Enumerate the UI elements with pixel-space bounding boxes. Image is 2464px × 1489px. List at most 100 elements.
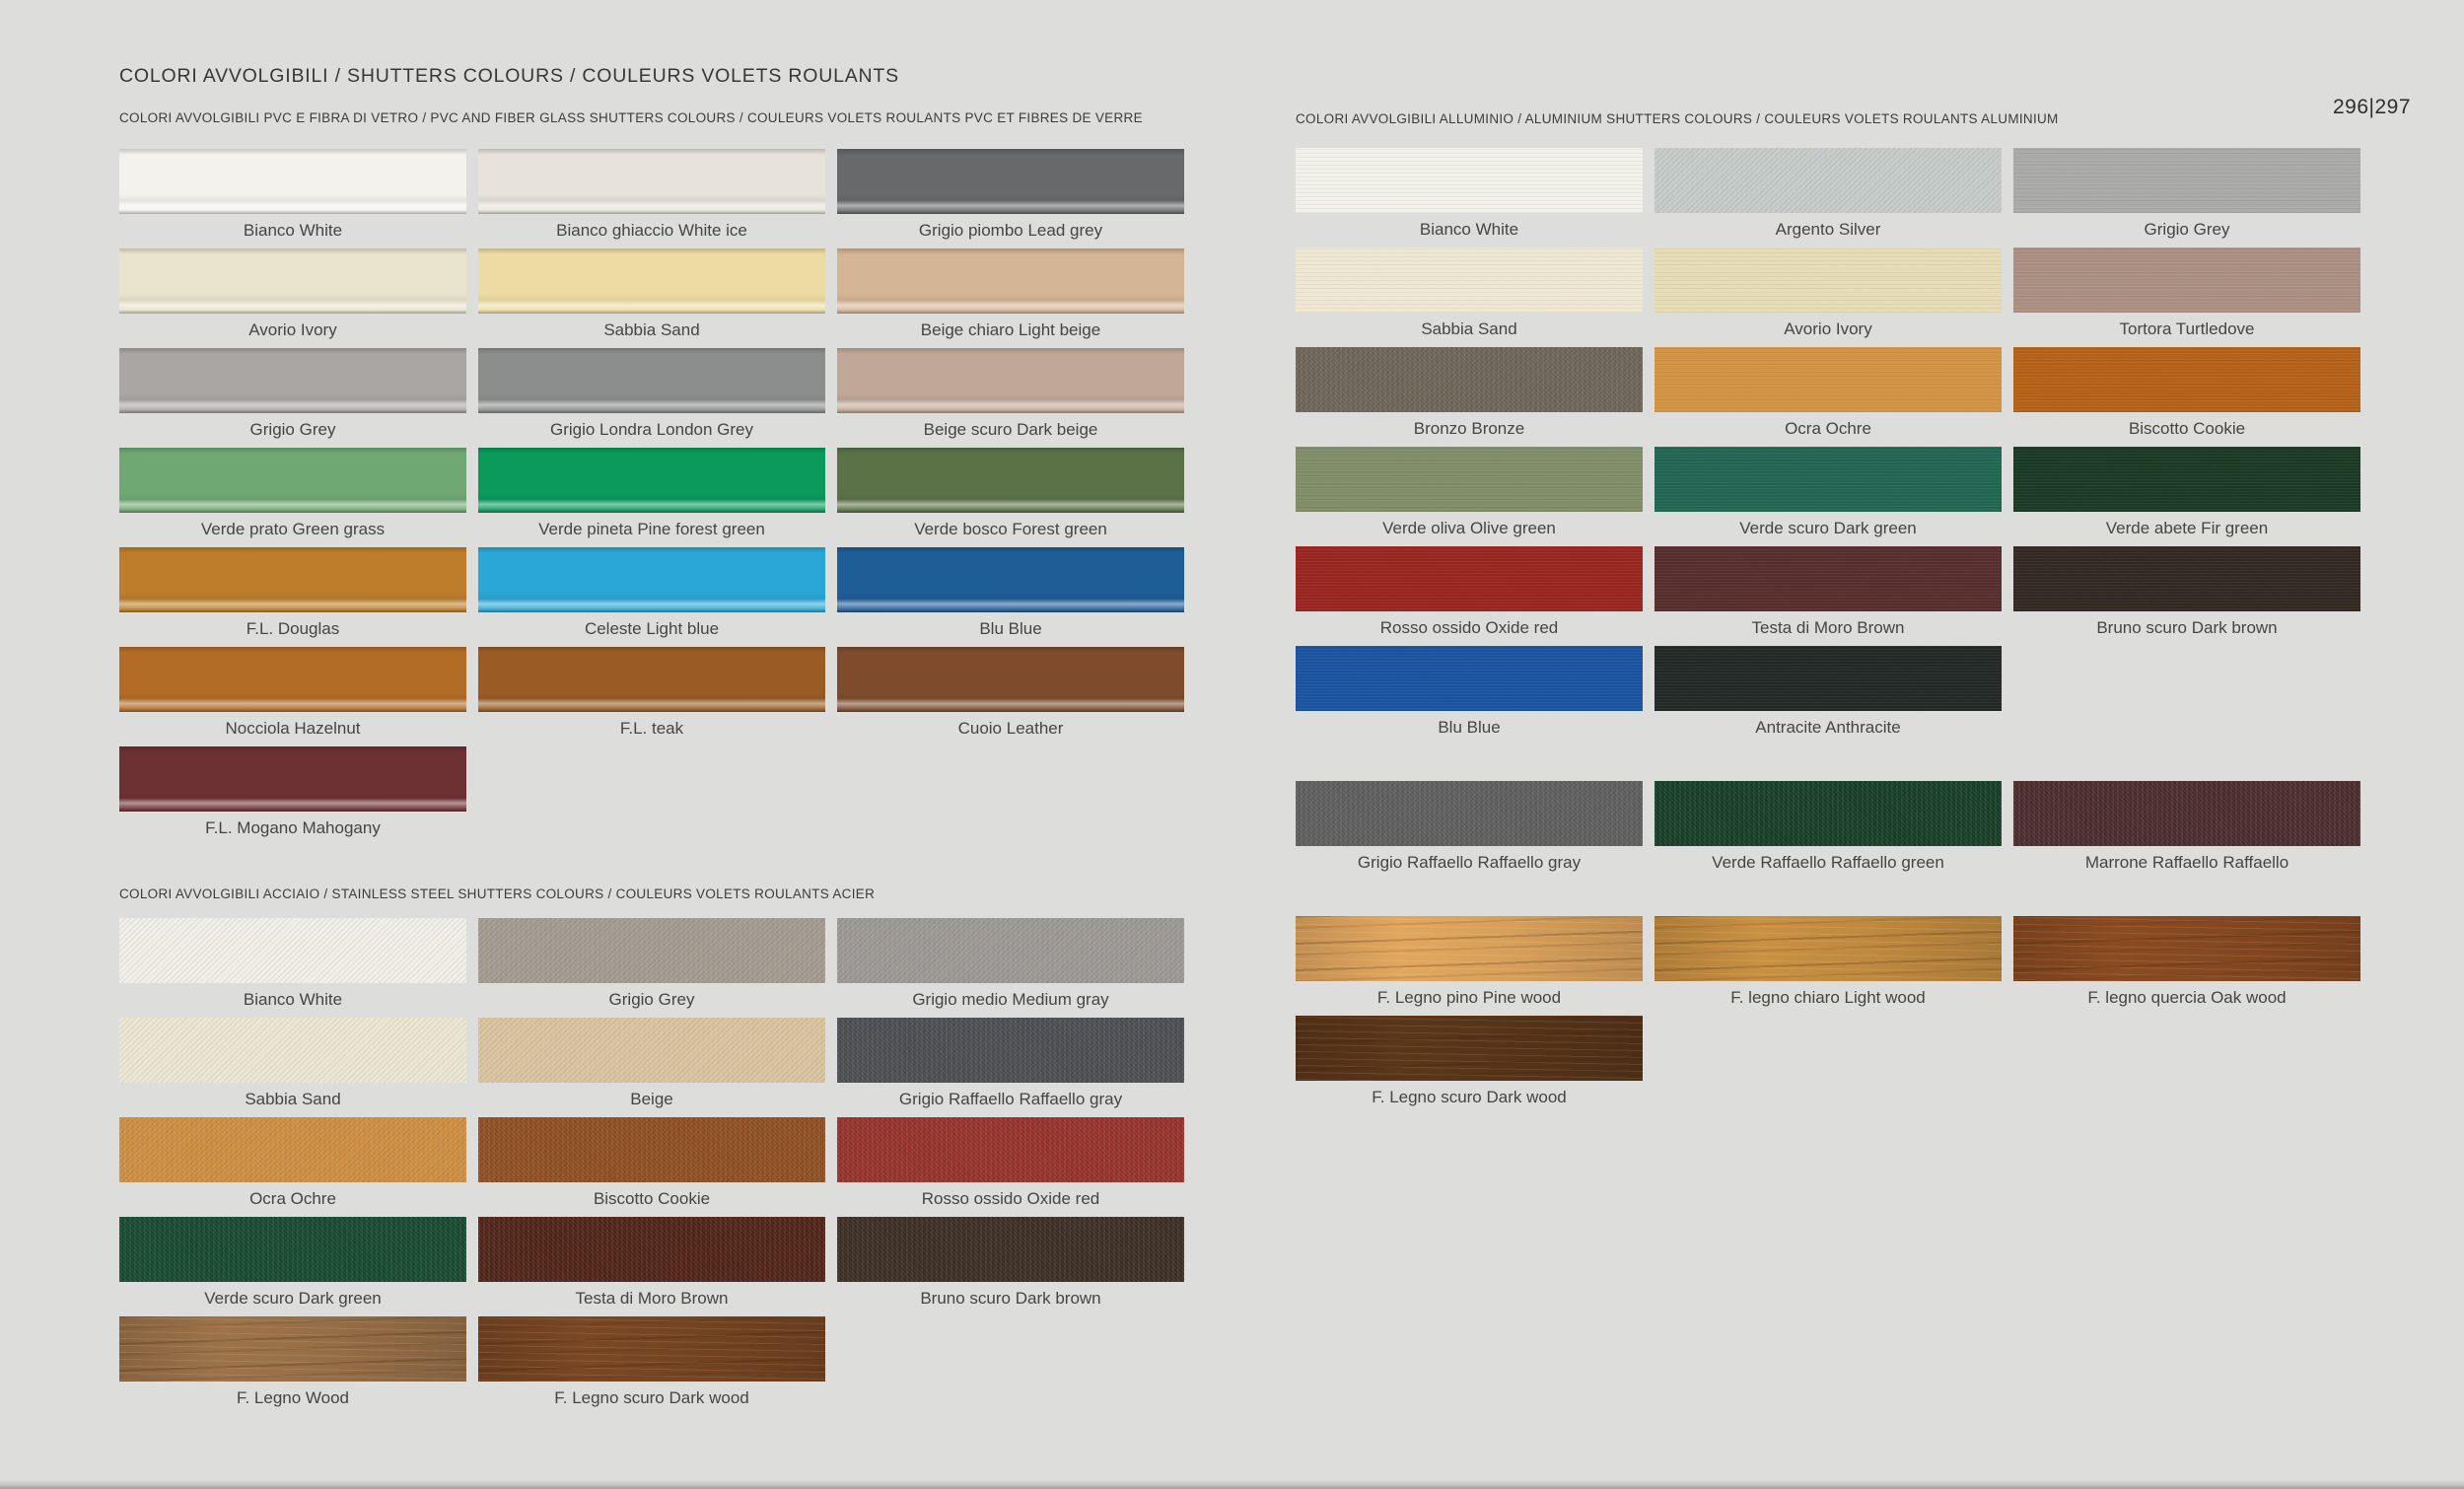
swatch-row: Grigio Raffaello Raffaello gray Verde Raf… xyxy=(1296,781,2360,881)
swatch-row: F. Legno Wood F. Legno scuro Dark wood xyxy=(119,1316,1186,1416)
swatch-label: Antracite Anthracite xyxy=(1755,718,1901,737)
swatch-row: Bianco White Bianco ghiaccio White ice Gri… xyxy=(119,149,1186,248)
swatch-biscotto-cookie xyxy=(2013,347,2360,412)
swatch-label: Rosso ossido Oxide red xyxy=(921,1189,1100,1208)
swatch-cell: Grigio Londra London Grey xyxy=(478,348,825,440)
swatch-label: Verde Raffaello Raffaello green xyxy=(1712,853,1944,872)
swatch-label: Avorio Ivory xyxy=(248,320,337,339)
swatch-grigio-londra-london-grey xyxy=(478,348,825,413)
swatch-row: F.L. Mogano Mahogany xyxy=(119,746,1186,846)
swatch-cell: Sabbia Sand xyxy=(1296,248,1643,339)
swatch-biscotto-cookie xyxy=(478,1117,825,1182)
swatch-cell: Testa di Moro Brown xyxy=(1654,546,2002,638)
swatch-cell: Grigio Raffaello Raffaello gray xyxy=(837,1018,1184,1109)
swatch-label: Bruno scuro Dark brown xyxy=(2096,618,2278,637)
swatch-label: F. Legno pino Pine wood xyxy=(1376,988,1562,1007)
swatch-grigio-medio-medium-gray xyxy=(837,918,1184,983)
swatch-tortora-turtledove xyxy=(2013,248,2360,313)
swatch-cell: Marrone Raffaello Raffaello xyxy=(2013,781,2360,873)
swatch-cell: Verde scuro Dark green xyxy=(1654,447,2002,538)
swatch-label: F. Legno Wood xyxy=(236,1388,350,1407)
swatch-cell: Grigio Grey xyxy=(119,348,466,440)
swatch-cell: Beige chiaro Light beige xyxy=(837,248,1184,340)
swatch-grigio-piombo-lead-grey xyxy=(837,149,1184,214)
swatch-cell: Biscotto Cookie xyxy=(478,1117,825,1209)
swatch-grigio-raffaello-raffaello-gray xyxy=(837,1018,1184,1083)
swatch-cell: Testa di Moro Brown xyxy=(478,1217,825,1309)
swatch-cell: F. Legno scuro Dark wood xyxy=(1296,1016,1643,1107)
swatch-f-legno-wood xyxy=(119,1316,466,1382)
swatch-beige xyxy=(478,1018,825,1083)
swatch-cell: Verde pineta Pine forest green xyxy=(478,448,825,539)
swatch-blu-blue xyxy=(837,547,1184,612)
swatch-label: Grigio medio Medium gray xyxy=(912,990,1109,1009)
swatch-label: Beige xyxy=(630,1090,673,1108)
swatch-f-legno-quercia-oak-wood xyxy=(2013,916,2360,981)
swatch-grigio-grey xyxy=(119,348,466,413)
swatch-label: Sabbia Sand xyxy=(1421,319,1517,338)
swatch-verde-raffaello-raffaello-green xyxy=(1654,781,2002,846)
swatch-cell: F. legno chiaro Light wood xyxy=(1654,916,2002,1008)
swatch-argento-silver xyxy=(1654,148,2002,213)
swatch-row: Verde oliva Olive green Verde scuro Dark … xyxy=(1296,447,2360,546)
swatch-cell: F. legno quercia Oak wood xyxy=(2013,916,2360,1008)
swatch-cell: Celeste Light blue xyxy=(478,547,825,639)
swatch-label: Biscotto Cookie xyxy=(593,1189,711,1208)
swatch-label: Argento Silver xyxy=(1775,220,1881,239)
swatch-row: F.L. Douglas Celeste Light blue Blu Blue xyxy=(119,547,1186,647)
swatch-row: Bianco White Argento Silver Grigio Grey xyxy=(1296,148,2360,248)
swatch-sabbia-sand xyxy=(478,248,825,314)
swatch-verde-bosco-forest-green xyxy=(837,448,1184,513)
swatch-label: Verde pineta Pine forest green xyxy=(538,520,765,538)
swatch-rosso-ossido-oxide-red xyxy=(837,1117,1184,1182)
swatch-verde-scuro-dark-green xyxy=(119,1217,466,1282)
swatch-cell: Grigio piombo Lead grey xyxy=(837,149,1184,241)
swatch-verde-prato-green-grass xyxy=(119,448,466,513)
swatch-label: Verde scuro Dark green xyxy=(204,1289,382,1308)
swatch-cell: Grigio Grey xyxy=(478,918,825,1010)
swatch-cell: Verde Raffaello Raffaello green xyxy=(1654,781,2002,873)
swatch-cell: Verde bosco Forest green xyxy=(837,448,1184,539)
swatch-bianco-white xyxy=(119,918,466,983)
swatch-cell: Avorio Ivory xyxy=(119,248,466,340)
swatch-label: Bianco White xyxy=(243,990,343,1009)
swatch-row: Sabbia Sand Avorio Ivory Tortora Turtledov… xyxy=(1296,248,2360,347)
swatch-cuoio-leather xyxy=(837,647,1184,712)
swatch-cell: Nocciola Hazelnut xyxy=(119,647,466,739)
swatch-f-l-mogano-mahogany xyxy=(119,746,466,812)
swatch-label: Marrone Raffaello Raffaello xyxy=(2084,853,2289,872)
swatch-cell: Blu Blue xyxy=(837,547,1184,639)
swatch-f-legno-chiaro-light-wood xyxy=(1654,916,2002,981)
swatch-f-l-teak xyxy=(478,647,825,712)
swatch-grigio-grey xyxy=(2013,148,2360,213)
swatch-bianco-white xyxy=(119,149,466,214)
swatch-cell: Grigio medio Medium gray xyxy=(837,918,1184,1010)
swatch-verde-oliva-olive-green xyxy=(1296,447,1643,512)
swatch-verde-pineta-pine-forest-green xyxy=(478,448,825,513)
swatch-f-legno-pino-pine-wood xyxy=(1296,916,1643,981)
swatch-cell: Bianco ghiaccio White ice xyxy=(478,149,825,241)
swatch-row: Bronzo Bronze Ocra Ochre Biscotto Cookie xyxy=(1296,347,2360,447)
page-title: COLORI AVVOLGIBILI / SHUTTERS COLOURS / … xyxy=(119,65,899,87)
section-aluminium: COLORI AVVOLGIBILI ALLUMINIO / ALUMINIUM… xyxy=(1296,111,2360,1115)
swatch-f-legno-scuro-dark-wood xyxy=(478,1316,825,1382)
swatch-cell: Verde abete Fir green xyxy=(2013,447,2360,538)
swatch-label: Verde abete Fir green xyxy=(2105,519,2269,537)
swatch-label: F. Legno scuro Dark wood xyxy=(1372,1088,1567,1106)
swatch-rosso-ossido-oxide-red xyxy=(1296,546,1643,611)
swatch-cell: Blu Blue xyxy=(1296,646,1643,738)
swatch-cell: Verde scuro Dark green xyxy=(119,1217,466,1309)
swatch-label: Rosso ossido Oxide red xyxy=(1379,618,1559,637)
swatch-label: Testa di Moro Brown xyxy=(1751,618,1905,637)
swatch-label: Grigio piombo Lead grey xyxy=(918,221,1103,240)
swatch-beige-scuro-dark-beige xyxy=(837,348,1184,413)
swatch-label: Biscotto Cookie xyxy=(2128,419,2246,438)
swatch-label: Verde scuro Dark green xyxy=(1739,519,1917,537)
swatch-bronzo-bronze xyxy=(1296,347,1643,412)
section-header: COLORI AVVOLGIBILI ACCIAIO / STAINLESS S… xyxy=(119,886,876,901)
swatch-cell: Rosso ossido Oxide red xyxy=(837,1117,1184,1209)
swatch-label: Beige scuro Dark beige xyxy=(923,420,1098,439)
swatch-beige-chiaro-light-beige xyxy=(837,248,1184,314)
swatch-ocra-ochre xyxy=(1654,347,2002,412)
swatch-cell: Cuoio Leather xyxy=(837,647,1184,739)
